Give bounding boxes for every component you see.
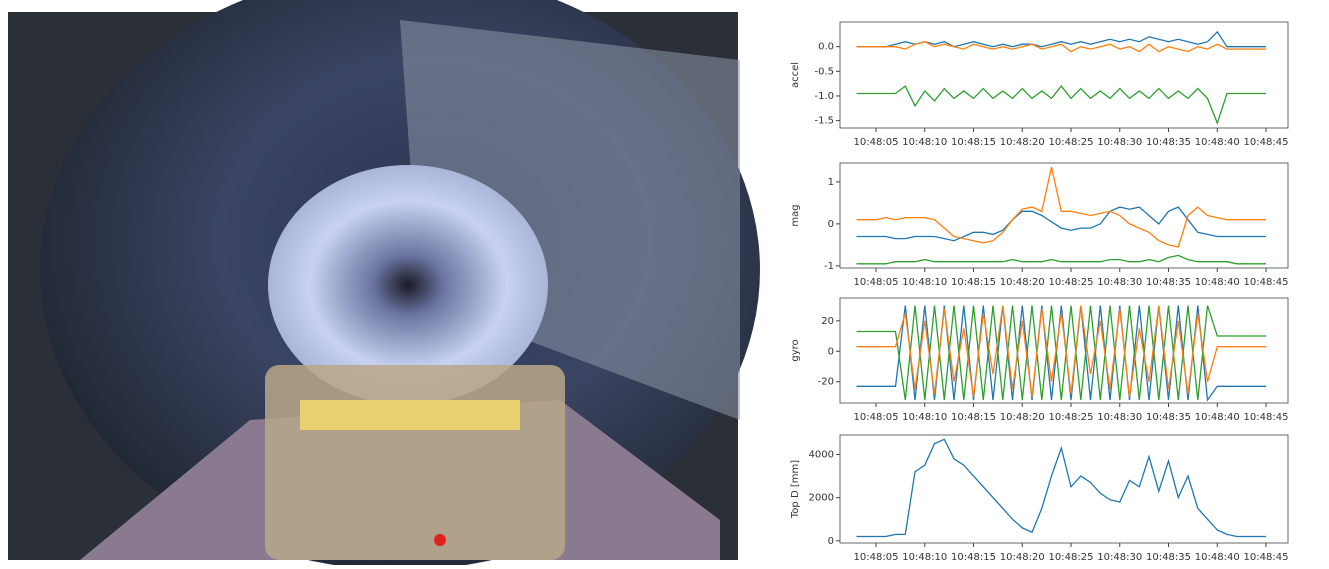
x-tick-label: 10:48:40: [1195, 277, 1240, 288]
x-tick-label: 10:48:10: [902, 277, 947, 288]
x-tick-label: 10:48:30: [1097, 137, 1142, 148]
robot-light: [434, 534, 446, 546]
y-axis-label: gyro: [790, 339, 801, 361]
x-tick-label: 10:48:10: [902, 137, 947, 148]
x-tick-label: 10:48:05: [854, 552, 899, 563]
x-tick-label: 10:48:30: [1097, 277, 1142, 288]
plot-frame: [840, 163, 1288, 268]
x-tick-label: 10:48:05: [854, 412, 899, 423]
x-tick-label: 10:48:15: [951, 137, 996, 148]
x-tick-label: 10:48:35: [1146, 137, 1191, 148]
figure: 0.0-0.5-1.0-1.510:48:0510:48:1010:48:151…: [0, 0, 1329, 565]
x-tick-label: 10:48:25: [1049, 552, 1094, 563]
x-tick-label: 10:48:05: [854, 137, 899, 148]
y-axis-label: Top D [mm]: [790, 460, 801, 519]
y-tick-label: -20: [818, 377, 834, 388]
y-tick-label: 0: [828, 219, 834, 230]
x-tick-label: 10:48:30: [1097, 412, 1142, 423]
x-tick-label: 10:48:15: [951, 552, 996, 563]
x-tick-label: 10:48:40: [1195, 137, 1240, 148]
robot-leds: [300, 400, 520, 430]
x-tick-label: 10:48:10: [902, 412, 947, 423]
x-tick-label: 10:48:35: [1146, 412, 1191, 423]
x-tick-label: 10:48:40: [1195, 552, 1240, 563]
x-tick-label: 10:48:45: [1244, 137, 1289, 148]
y-tick-label: 2000: [809, 493, 834, 504]
x-tick-label: 10:48:05: [854, 277, 899, 288]
y-tick-label: 20: [821, 316, 834, 327]
x-tick-label: 10:48:35: [1146, 552, 1191, 563]
y-axis-label: accel: [790, 62, 801, 88]
robot: [265, 365, 565, 560]
y-tick-label: 0.0: [818, 42, 834, 53]
x-tick-label: 10:48:40: [1195, 412, 1240, 423]
y-axis-label: mag: [790, 204, 801, 226]
x-tick-label: 10:48:45: [1244, 412, 1289, 423]
x-tick-label: 10:48:20: [1000, 552, 1045, 563]
y-tick-label: 0: [828, 346, 834, 357]
x-tick-label: 10:48:30: [1097, 552, 1142, 563]
y-tick-label: -0.5: [814, 66, 834, 77]
y-tick-label: -1.5: [814, 116, 834, 127]
x-tick-label: 10:48:15: [951, 412, 996, 423]
plot-frame: [840, 435, 1288, 543]
x-tick-label: 10:48:20: [1000, 412, 1045, 423]
y-tick-label: -1.0: [814, 91, 834, 102]
y-tick-label: -1: [824, 261, 834, 272]
x-tick-label: 10:48:35: [1146, 277, 1191, 288]
y-tick-label: 0: [828, 536, 834, 547]
x-tick-label: 10:48:45: [1244, 552, 1289, 563]
x-tick-label: 10:48:25: [1049, 412, 1094, 423]
photo: [8, 0, 760, 565]
y-tick-label: 4000: [809, 449, 834, 460]
x-tick-label: 10:48:15: [951, 277, 996, 288]
y-tick-label: 1: [828, 177, 834, 188]
x-tick-label: 10:48:45: [1244, 277, 1289, 288]
x-tick-label: 10:48:10: [902, 552, 947, 563]
x-tick-label: 10:48:25: [1049, 277, 1094, 288]
x-tick-label: 10:48:25: [1049, 137, 1094, 148]
x-tick-label: 10:48:20: [1000, 277, 1045, 288]
x-tick-label: 10:48:20: [1000, 137, 1045, 148]
